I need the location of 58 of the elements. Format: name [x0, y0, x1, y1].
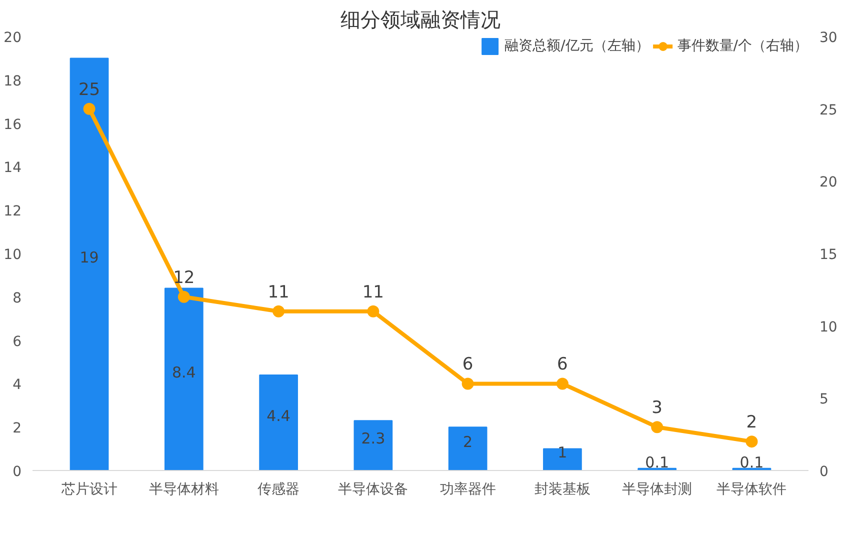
y2-tick-label: 30 — [820, 30, 838, 46]
point — [651, 421, 664, 434]
y-tick-label: 12 — [4, 204, 22, 220]
data-label: 6 — [557, 354, 568, 375]
data-label: 8.4 — [172, 363, 196, 382]
data-label: 0.1 — [740, 453, 764, 472]
x-tick-label: 半导体软件 — [716, 482, 787, 498]
y-tick-label: 2 — [12, 420, 22, 437]
legend-label: 事件数量/个（右轴） — [677, 37, 808, 55]
y-tick-label: 8 — [12, 290, 22, 306]
bar — [70, 58, 109, 470]
point — [272, 305, 285, 318]
point — [367, 305, 380, 318]
data-label: 2.3 — [361, 430, 386, 448]
y-tick-label: 0 — [12, 464, 22, 480]
x-tick-label: 传感器 — [258, 482, 300, 498]
y-tick-label: 20 — [4, 30, 22, 46]
chart-title: 细分领域融资情况 — [340, 8, 500, 32]
bar — [448, 426, 488, 470]
y-tick-label: 18 — [4, 73, 22, 90]
data-label: 25 — [78, 80, 100, 100]
data-label: 0.1 — [645, 453, 670, 472]
y2-tick-label: 25 — [820, 102, 838, 118]
bar — [543, 448, 582, 470]
x-tick-label: 功率器件 — [440, 482, 496, 498]
y-tick-label: 6 — [12, 334, 22, 350]
x-tick-label: 半导体封测 — [622, 482, 692, 498]
data-label: 2 — [463, 432, 473, 451]
y-tick-label: 4 — [12, 377, 22, 394]
bar — [164, 288, 204, 470]
x-tick-label: 半导体设备 — [338, 482, 408, 498]
bar — [259, 374, 298, 470]
x-tick-label: 封装基板 — [534, 482, 590, 498]
data-label: 1 — [558, 444, 568, 462]
data-label: 4.4 — [266, 406, 290, 425]
data-label: 3 — [652, 398, 663, 418]
y2-tick-label: 0 — [820, 464, 828, 480]
data-label: 11 — [268, 282, 290, 302]
y2-tick-label: 15 — [820, 247, 838, 263]
bar — [354, 420, 393, 470]
point — [83, 102, 96, 115]
data-label: 2 — [746, 412, 758, 433]
y-tick-label: 16 — [4, 116, 22, 133]
data-label: 19 — [80, 248, 99, 266]
legend-label: 融资总额/亿元（左轴） — [504, 37, 650, 55]
y-tick-label: 10 — [4, 247, 22, 263]
point — [746, 436, 758, 448]
point — [462, 378, 474, 390]
x-tick-label: 半导体材料 — [148, 482, 219, 498]
y2-tick-label: 10 — [820, 319, 838, 336]
data-label: 6 — [462, 354, 474, 375]
data-label: 11 — [362, 282, 384, 302]
x-tick-label: 芯片设计 — [60, 482, 118, 498]
point — [556, 378, 568, 390]
point — [178, 290, 190, 303]
y2-tick-label: 20 — [820, 174, 838, 191]
y-tick-label: 14 — [4, 160, 22, 176]
y2-tick-label: 5 — [820, 392, 828, 408]
